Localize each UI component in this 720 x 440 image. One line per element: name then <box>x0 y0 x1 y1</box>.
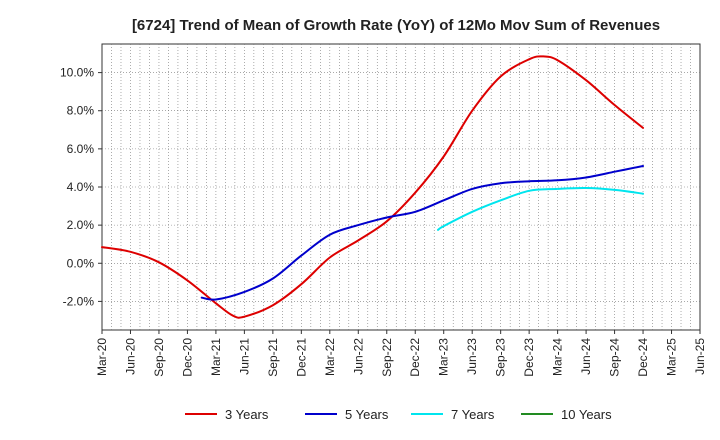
series-line-5-years <box>200 165 644 301</box>
x-tick-label: Sep-24 <box>608 338 622 377</box>
x-tick-label: Mar-23 <box>437 338 451 376</box>
x-axis: Mar-20 Jun-20 Sep-20 Dec-20 Mar-21 Jun-21 Sep-… <box>95 330 707 377</box>
x-tick-label: Sep-20 <box>152 338 166 377</box>
x-tick-label: Dec-24 <box>636 338 650 377</box>
x-tick-label: Jun-24 <box>579 338 593 375</box>
series-line-3-years <box>101 55 644 319</box>
x-tick-label: Dec-20 <box>180 338 194 377</box>
plot-area <box>101 43 701 331</box>
x-tick-label: Dec-23 <box>522 338 536 377</box>
grid-lines <box>102 44 700 330</box>
x-tick-label: Mar-24 <box>551 338 565 376</box>
legend-label: 5 Years <box>345 407 389 422</box>
x-tick-label: Mar-22 <box>323 338 337 376</box>
y-axis: -2.0% 0.0% 2.0% 4.0% 6.0% 8.0% 10.0% <box>60 66 102 308</box>
plot-frame <box>101 43 701 331</box>
legend-label: 10 Years <box>561 407 612 422</box>
y-tick-label: 8.0% <box>67 104 95 118</box>
x-tick-label: Mar-20 <box>95 338 109 376</box>
y-tick-label: 2.0% <box>67 218 95 232</box>
x-tick-label: Sep-22 <box>380 338 394 377</box>
x-tick-label: Jun-25 <box>693 338 707 375</box>
y-tick-label: 10.0% <box>60 66 94 80</box>
y-tick-label: 4.0% <box>67 180 95 194</box>
legend-label: 7 Years <box>451 407 495 422</box>
x-tick-label: Jun-20 <box>123 338 137 375</box>
series-line-7-years <box>437 186 644 231</box>
x-tick-label: Sep-21 <box>266 338 280 377</box>
legend: 3 Years 5 Years 7 Years 10 Years <box>185 407 612 422</box>
x-tick-label: Jun-21 <box>237 338 251 375</box>
x-tick-label: Sep-23 <box>494 338 508 377</box>
chart-title: [6724] Trend of Mean of Growth Rate (YoY… <box>132 17 660 34</box>
x-tick-label: Mar-25 <box>665 338 679 376</box>
y-tick-label: 6.0% <box>67 142 95 156</box>
y-tick-label: -2.0% <box>63 294 95 308</box>
x-tick-label: Dec-21 <box>294 338 308 377</box>
x-tick-label: Jun-22 <box>351 338 365 375</box>
legend-label: 3 Years <box>225 407 269 422</box>
x-tick-label: Mar-21 <box>209 338 223 376</box>
series-lines <box>101 55 644 319</box>
x-tick-label: Jun-23 <box>465 338 479 375</box>
x-tick-label: Dec-22 <box>408 338 422 377</box>
y-tick-label: 0.0% <box>67 256 95 270</box>
